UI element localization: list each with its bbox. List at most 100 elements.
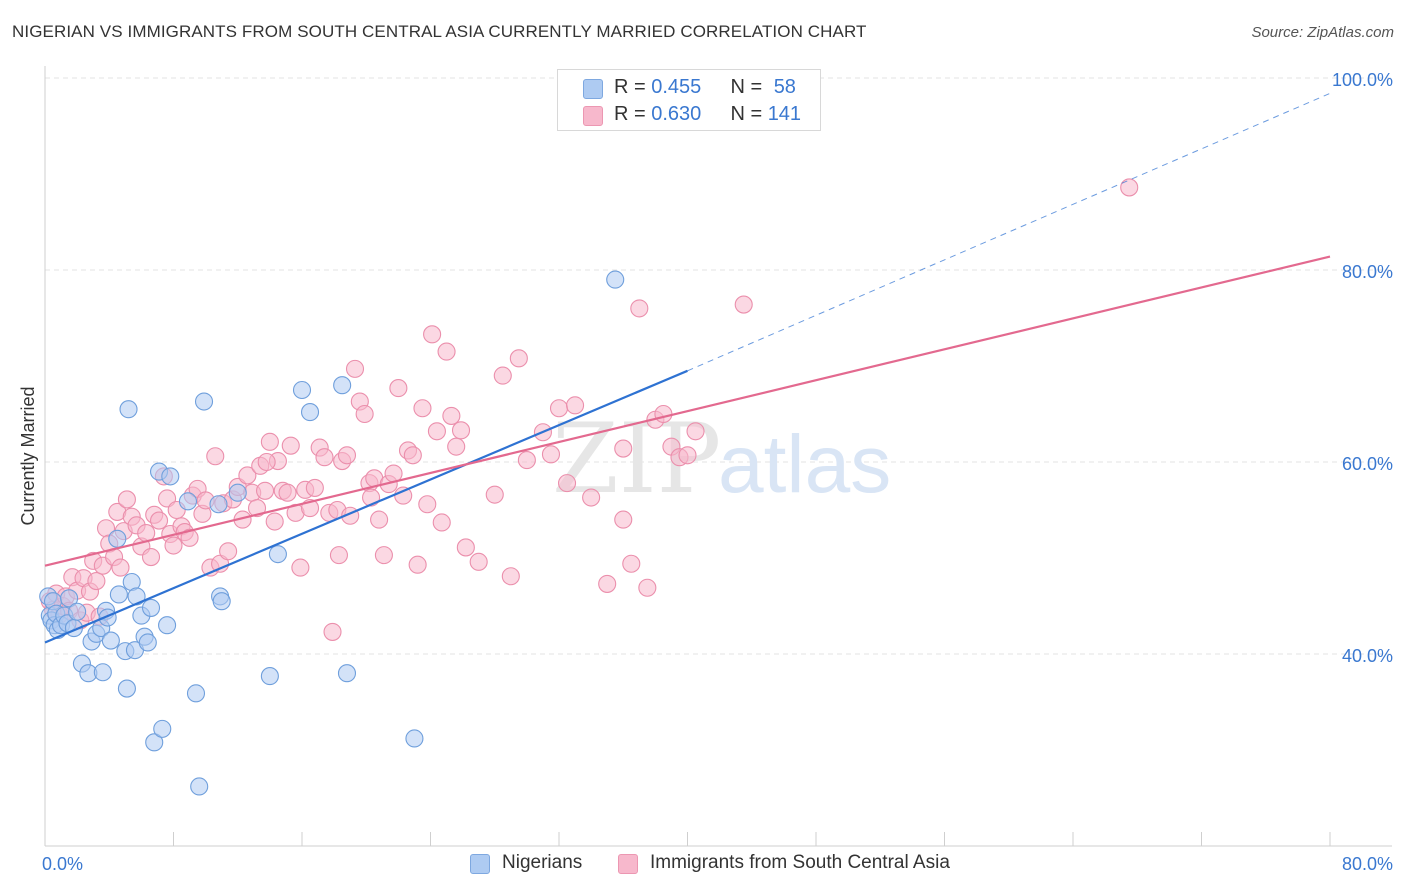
nigerian-point xyxy=(93,663,112,682)
south-central-asia-point xyxy=(265,512,284,531)
watermark-atlas: atlas xyxy=(718,419,891,510)
south-central-asia-point xyxy=(447,437,466,456)
south-central-asia-point xyxy=(678,446,697,465)
legend-r-label: R = xyxy=(614,76,652,98)
legend-n-label: N = xyxy=(730,76,768,98)
south-central-asia-point xyxy=(180,528,199,547)
south-central-asia-point xyxy=(686,422,705,441)
south-central-asia-point xyxy=(355,404,374,424)
chart-title: NIGERIAN VS IMMIGRANTS FROM SOUTH CENTRA… xyxy=(12,22,867,41)
watermark: ZIP atlas xyxy=(552,403,891,515)
south-central-asia-point xyxy=(1120,178,1139,197)
south-central-asia-point xyxy=(149,511,169,530)
legend-swatch-pink xyxy=(583,106,603,126)
nigerian-point xyxy=(405,729,424,748)
south-central-asia-point xyxy=(345,359,365,378)
data-points xyxy=(39,178,1139,796)
south-central-asia-point xyxy=(278,483,297,502)
nigerian-point xyxy=(161,467,180,486)
nigerian-point xyxy=(212,592,231,611)
nigerian-point xyxy=(194,392,214,411)
south-central-asia-point xyxy=(549,399,569,418)
nigerian-point xyxy=(158,616,177,635)
nigerian-point xyxy=(333,376,352,395)
south-central-asia-point xyxy=(614,439,633,458)
south-central-asia-point xyxy=(638,578,657,597)
nigerian-point xyxy=(178,492,198,511)
south-central-asia-point xyxy=(541,445,561,464)
south-central-asia-point xyxy=(323,622,342,641)
axes xyxy=(44,66,1392,847)
legend-r-label: R = xyxy=(614,103,652,125)
y-tick-label: 100.0% xyxy=(1332,70,1393,90)
nigerian-point xyxy=(101,631,120,650)
nigerian-point xyxy=(145,733,164,752)
south-central-asia-point xyxy=(374,546,393,565)
nigerian-point xyxy=(153,719,172,738)
y-axis-label: Currently Married xyxy=(18,386,38,525)
south-central-asia-swatch xyxy=(618,854,638,874)
trend-lines xyxy=(44,92,1331,644)
south-central-asia-point xyxy=(164,536,183,555)
y-tick-label: 40.0% xyxy=(1342,646,1393,666)
south-central-asia-point xyxy=(622,554,641,573)
legend-n-value: 58 xyxy=(773,76,796,98)
legend-n-value: 141 xyxy=(767,103,802,125)
south-central-asia-point xyxy=(451,421,471,440)
south-central-asia-point xyxy=(87,571,106,591)
south-central-asia-point xyxy=(206,447,225,466)
south-central-asia-point xyxy=(117,490,136,509)
south-central-asia-point xyxy=(337,446,357,465)
nigerian-point xyxy=(68,602,87,621)
south-central-asia-point xyxy=(517,451,536,470)
south-central-asia-point xyxy=(256,481,275,500)
nigerians-trend-line xyxy=(44,369,688,644)
south-central-asia-point xyxy=(582,488,601,507)
south-central-asia-point xyxy=(566,396,585,415)
tick-labels: 40.0% 60.0% 80.0% 100.0% 0.0% 80.0% xyxy=(42,70,1393,874)
south-central-asia-point xyxy=(423,325,442,344)
south-central-asia-point xyxy=(557,474,577,493)
south-central-asia-point xyxy=(260,432,279,451)
south-central-asia-point xyxy=(111,558,130,577)
south-central-asia-point xyxy=(509,349,528,368)
south-central-asia-point xyxy=(442,406,461,425)
south-central-asia-point xyxy=(305,478,324,497)
south-central-asia-point xyxy=(291,558,310,577)
grid-lines xyxy=(45,77,1392,655)
nigerian-point xyxy=(292,380,312,400)
south-central-asia-point xyxy=(614,510,633,529)
nigerians-swatch xyxy=(470,854,490,874)
legend-swatch-blue xyxy=(583,79,603,99)
south-central-asia-point xyxy=(456,538,475,557)
correlation-legend: R = 0.455 N = 58 R = 0.630 N = 141 xyxy=(557,69,821,131)
south-central-asia-point xyxy=(734,295,753,314)
south-central-asia-point xyxy=(493,366,512,385)
nigerians-trend-extension xyxy=(687,92,1331,372)
nigerian-point xyxy=(117,679,136,698)
y-tick-label: 60.0% xyxy=(1342,454,1393,474)
south-central-asia-point xyxy=(389,379,408,398)
south-central-asia-point xyxy=(281,436,300,455)
nigerian-point xyxy=(300,403,320,422)
south-central-asia-point xyxy=(403,446,422,465)
nigerian-point xyxy=(141,598,161,617)
nigerian-point xyxy=(186,684,206,703)
legend-r-value: 0.630 xyxy=(651,103,702,125)
nigerian-point xyxy=(108,529,127,548)
south-central-asia-point xyxy=(408,555,427,574)
south-central-asia-point xyxy=(413,399,432,418)
south-central-asia-point xyxy=(329,546,348,565)
south-central-asia-point xyxy=(141,547,161,567)
nigerian-point xyxy=(60,589,79,608)
nigerian-point xyxy=(337,664,357,683)
nigerians-label: Nigerians xyxy=(502,852,583,873)
south-central-asia-point xyxy=(370,510,389,529)
south-central-asia-point xyxy=(630,299,649,318)
south-central-asia-label: Immigrants from South Central Asia xyxy=(650,852,950,873)
y-tick-label: 80.0% xyxy=(1342,262,1393,282)
nigerian-point xyxy=(109,585,128,604)
south-central-asia-point xyxy=(598,574,617,593)
south-central-asia-point xyxy=(257,452,276,472)
